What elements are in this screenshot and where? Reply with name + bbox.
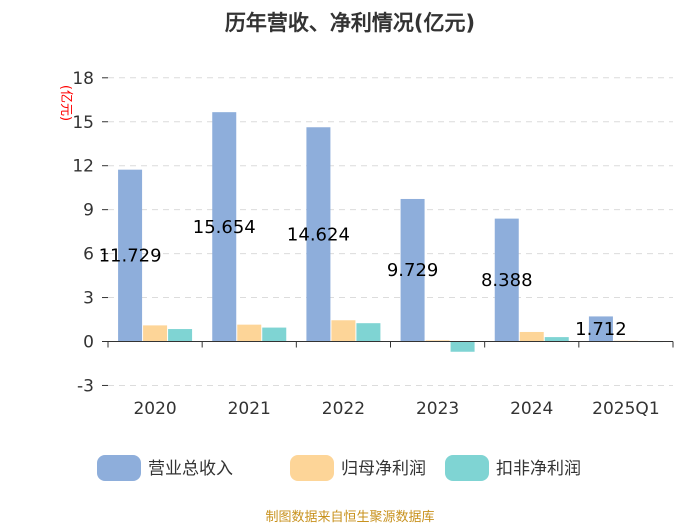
bar-deducted-profit-2021 — [262, 327, 287, 342]
legend-item-revenue[interactable]: 营业总收入 — [97, 455, 233, 481]
data-label: 11.729 — [99, 246, 162, 267]
y-tick-label: 12 — [72, 157, 94, 177]
bar-revenue-2023 — [400, 198, 425, 342]
x-axis-labels: 2020 2021 2022 2023 2024 2025Q1 — [133, 399, 659, 419]
bar-deducted-profit-2022 — [356, 323, 381, 342]
legend[interactable]: 营业总收入 归母净利润 扣非净利润 — [97, 455, 581, 481]
x-tick-label: 2023 — [416, 399, 459, 419]
bar-revenue-2025Q1 — [588, 316, 613, 342]
bar-net-profit-2021 — [237, 324, 262, 342]
y-tick-label: -3 — [77, 376, 94, 396]
y-tick-label: 3 — [83, 289, 94, 309]
legend-label: 归母净利润 — [341, 459, 426, 479]
x-axis — [107, 341, 674, 348]
legend-swatch — [97, 455, 141, 481]
legend-item-deducted-profit[interactable]: 扣非净利润 — [445, 455, 581, 481]
data-label: 14.624 — [287, 224, 350, 245]
bar-net-profit-2020 — [143, 325, 168, 342]
data-labels: 11.729 15.654 14.624 9.729 8.388 1.712 — [99, 217, 627, 340]
bar-net-profit-2023 — [425, 340, 450, 342]
bar-revenue-2024 — [494, 218, 519, 342]
x-tick-label: 2025Q1 — [592, 399, 659, 419]
legend-item-net-profit[interactable]: 归母净利润 — [290, 455, 426, 481]
legend-label: 营业总收入 — [148, 459, 233, 479]
legend-label: 扣非净利润 — [496, 459, 581, 479]
bar-revenue-2020 — [118, 169, 143, 342]
data-label: 15.654 — [193, 217, 256, 238]
y-tick-label: 15 — [72, 113, 94, 133]
bar-deducted-profit-2020 — [168, 329, 193, 342]
legend-swatch — [445, 455, 489, 481]
source-note: 制图数据来自恒生聚源数据库 — [265, 509, 434, 525]
bar-revenue-2022 — [306, 127, 331, 342]
x-tick-label: 2020 — [133, 399, 176, 419]
data-label: 9.729 — [387, 260, 439, 281]
y-tick-label: 6 — [83, 245, 94, 265]
bar-deducted-profit-2023 — [450, 341, 475, 352]
x-tick-label: 2024 — [510, 399, 553, 419]
legend-swatch — [290, 455, 334, 481]
x-tick-label: 2022 — [322, 399, 365, 419]
bar-net-profit-2022 — [331, 320, 356, 342]
bar-revenue-2021 — [212, 112, 237, 342]
bars — [118, 112, 663, 352]
x-tick-label: 2021 — [228, 399, 271, 419]
bar-net-profit-2024 — [519, 331, 544, 342]
chart-title: 历年营收、净利情况(亿元) — [225, 11, 475, 35]
data-label: 8.388 — [481, 270, 533, 291]
y-tick-label: 0 — [83, 333, 94, 353]
y-tick-label: 18 — [72, 69, 94, 89]
data-label: 1.712 — [575, 319, 627, 340]
y-axis-ticks: 18 15 12 9 6 3 0 -3 — [72, 69, 108, 396]
y-tick-label: 9 — [83, 201, 94, 221]
bar-deducted-profit-2024 — [544, 337, 569, 342]
y-axis-unit: (亿元) — [58, 85, 73, 121]
